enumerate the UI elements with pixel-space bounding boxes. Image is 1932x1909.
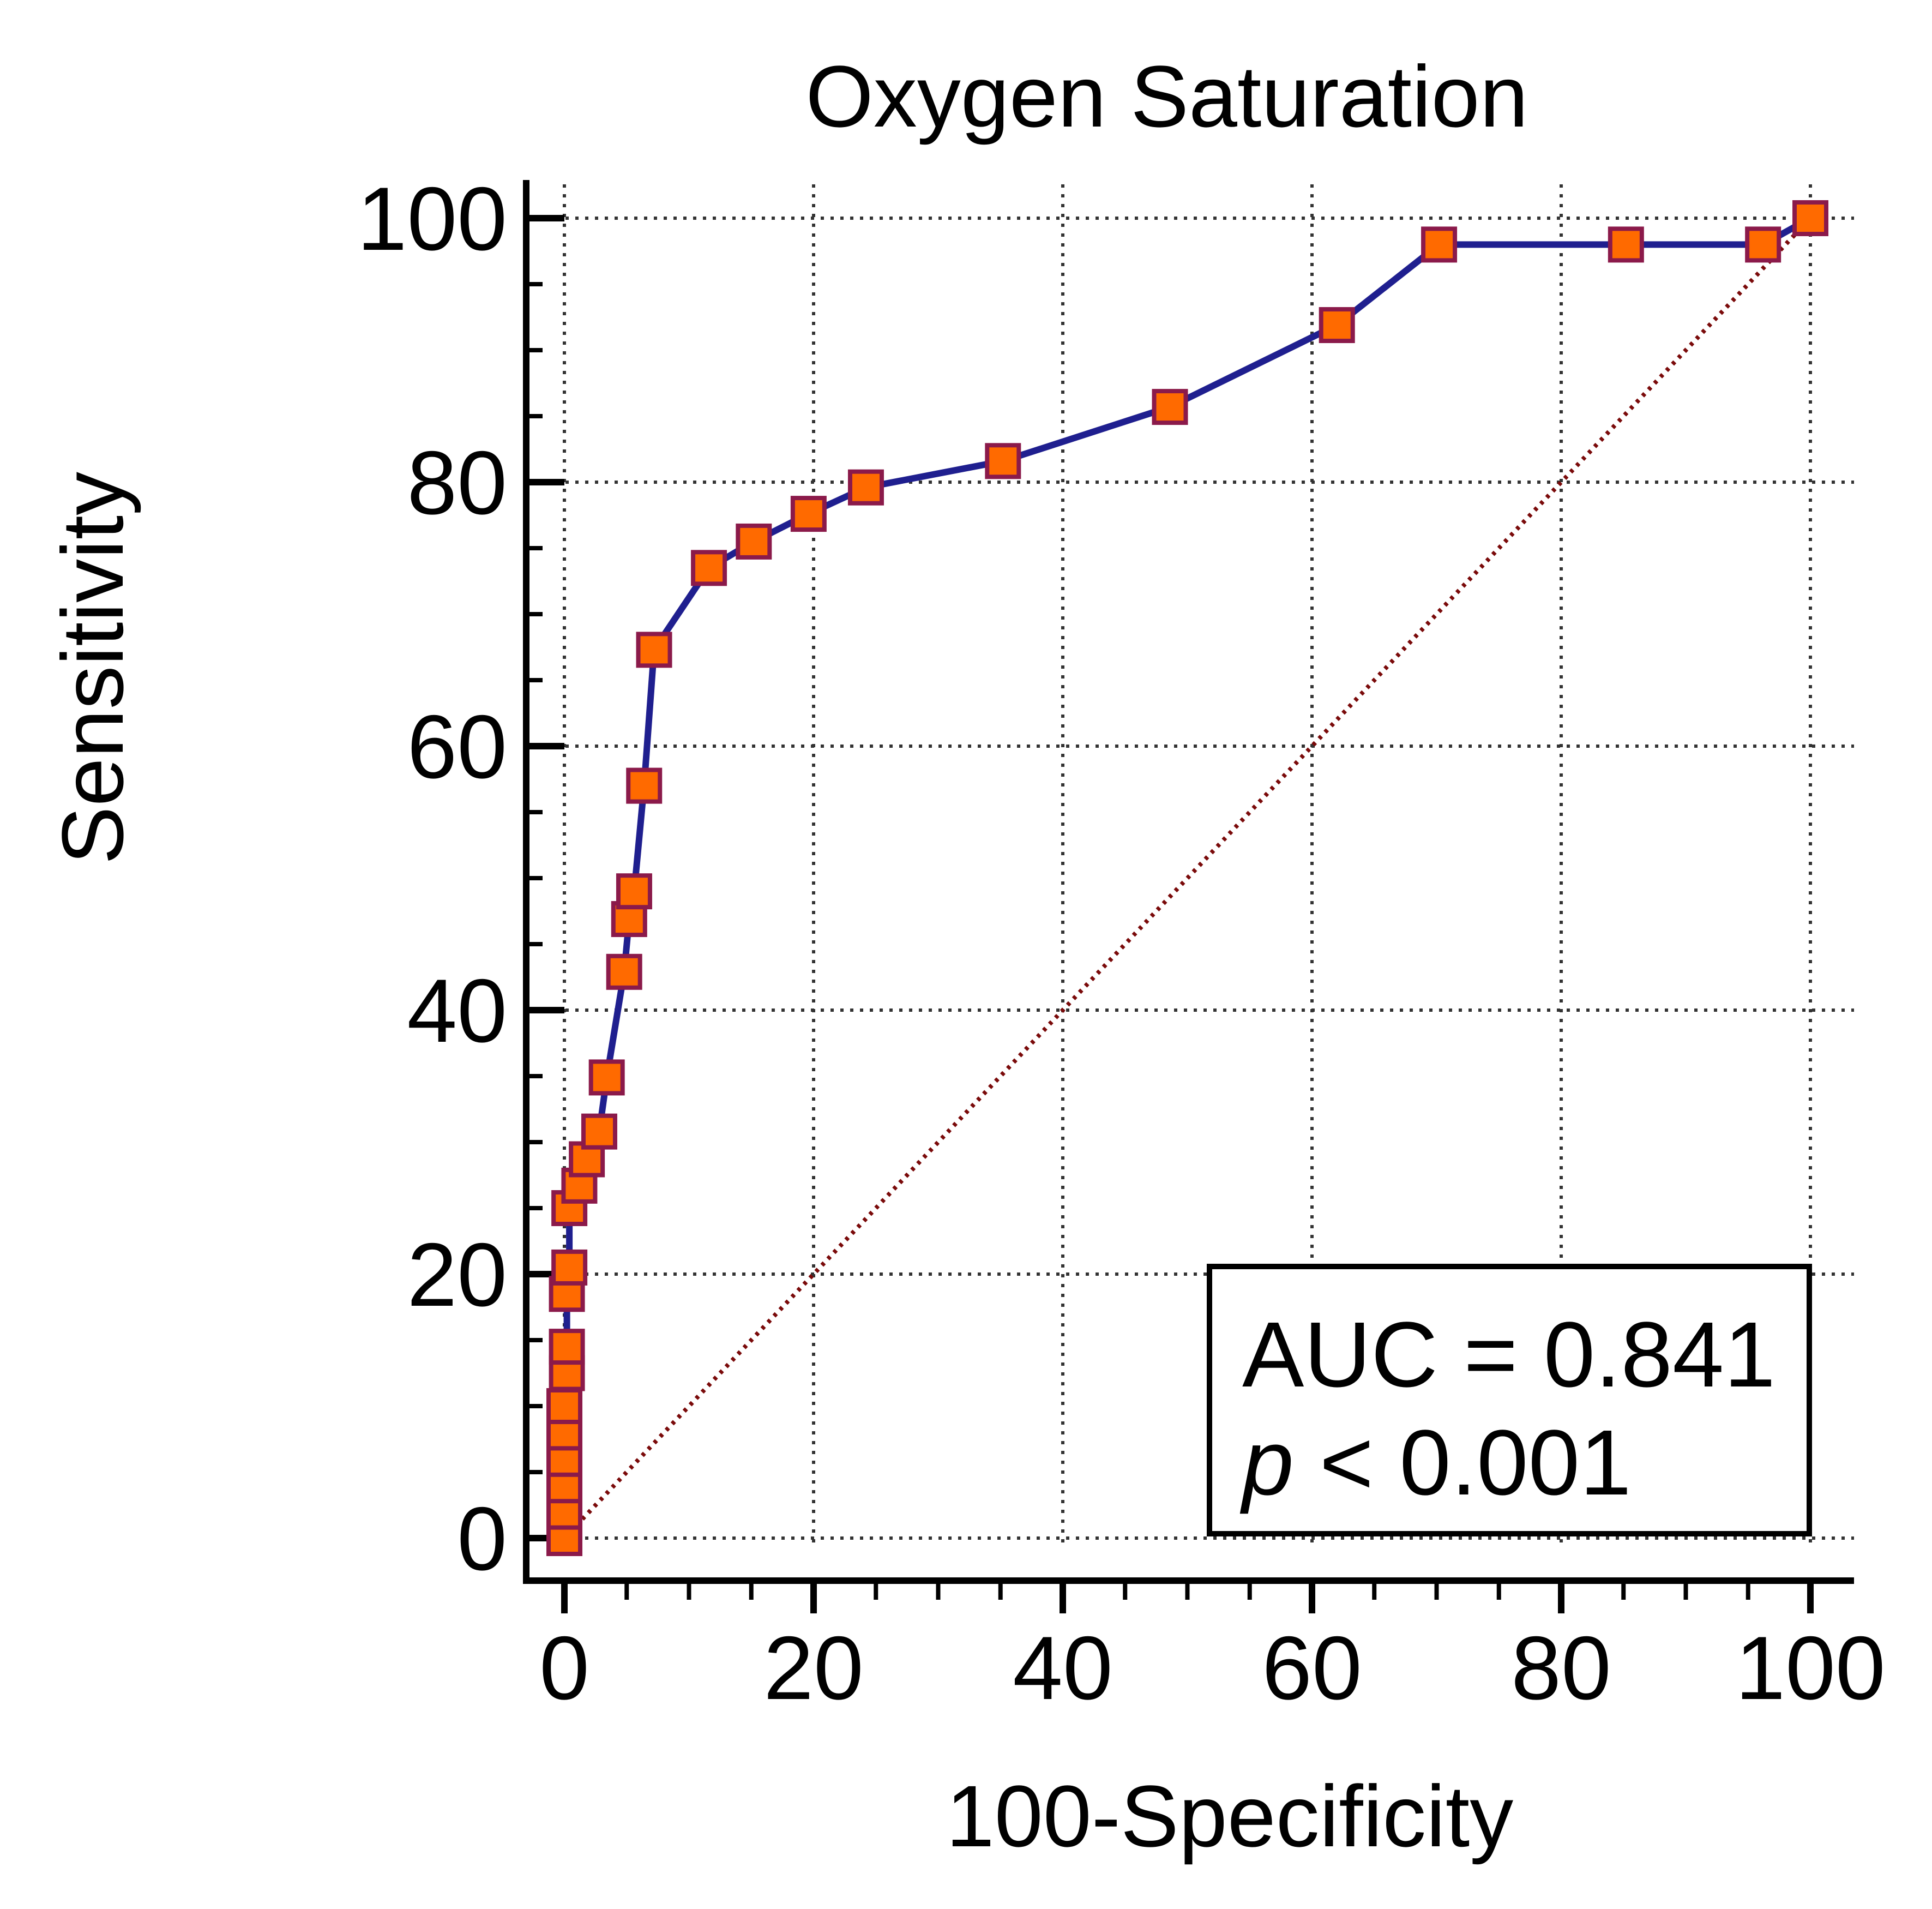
data-point-marker: [551, 1249, 588, 1286]
data-point-marker: [636, 632, 672, 668]
x-tick-label-80: 80: [1511, 1618, 1611, 1718]
data-point-marker: [691, 550, 727, 586]
x-tick-label-60: 60: [1262, 1618, 1362, 1718]
x-tick-label-0: 0: [539, 1618, 589, 1718]
y-tick-label-0: 0: [457, 1488, 507, 1589]
y-axis-label: Sensitivity: [44, 472, 141, 865]
auc-legend-box: AUC = 0.841 p < 0.001: [1207, 1264, 1812, 1536]
data-point-marker: [1152, 389, 1188, 425]
data-point-marker: [1421, 226, 1458, 263]
data-point-marker: [1745, 226, 1781, 263]
legend-frame: [1207, 1264, 1812, 1536]
y-axis-ticks: 0 20 40 60 80 100: [357, 169, 564, 1589]
x-tick-label-100: 100: [1735, 1618, 1885, 1718]
data-point-marker: [1608, 226, 1644, 263]
y-tick-label-100: 100: [357, 169, 507, 269]
data-point-marker: [847, 469, 884, 506]
data-point-marker: [606, 953, 642, 990]
data-point-marker: [790, 496, 827, 532]
data-point-marker: [549, 1329, 585, 1365]
data-point-marker: [1319, 307, 1355, 344]
x-tick-label-40: 40: [1013, 1618, 1113, 1718]
x-axis-label: 100-Specificity: [946, 1767, 1513, 1865]
y-tick-label-60: 60: [407, 697, 507, 797]
data-point-marker: [546, 1388, 582, 1424]
data-point-marker: [581, 1113, 617, 1150]
y-tick-label-20: 20: [407, 1224, 507, 1325]
y-tick-label-80: 80: [407, 433, 507, 533]
data-point-marker: [626, 767, 663, 804]
data-point-marker: [1792, 200, 1828, 236]
p-symbol: p: [1239, 1411, 1294, 1515]
roc-curve-markers: [546, 200, 1828, 1556]
data-point-marker: [588, 1059, 625, 1096]
p-value: < 0.001: [1294, 1411, 1632, 1515]
x-tick-label-20: 20: [763, 1618, 864, 1718]
data-point-marker: [985, 443, 1021, 479]
data-point-marker: [616, 873, 652, 910]
y-tick-label-40: 40: [407, 960, 507, 1061]
x-axis-ticks: 0 20 40 60 80 100: [539, 1581, 1886, 1718]
p-value-text: p < 0.001: [1239, 1411, 1632, 1515]
chart-title: Oxygen Saturation: [805, 47, 1528, 145]
reference-diagonal-line: [563, 217, 1812, 1540]
data-point-marker: [736, 523, 772, 560]
auc-text: AUC = 0.841: [1242, 1303, 1775, 1407]
